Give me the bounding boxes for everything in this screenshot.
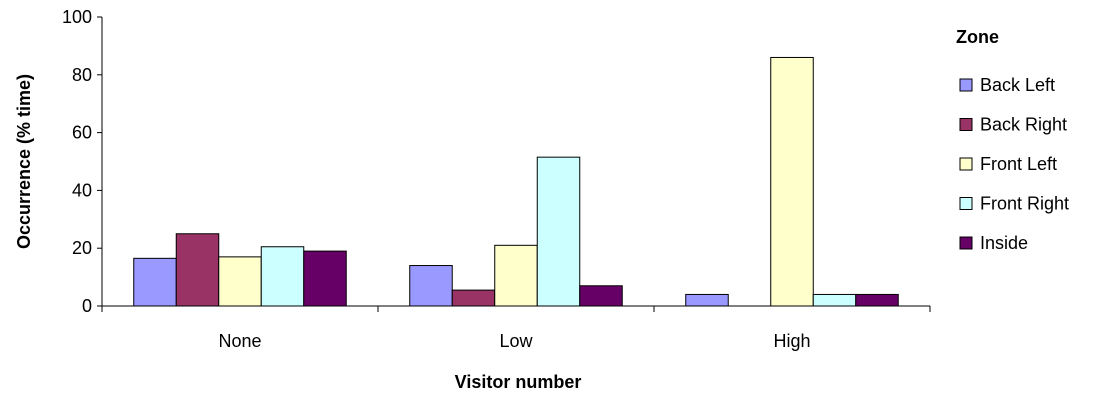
legend-swatch — [959, 236, 973, 250]
bar-inside-high — [855, 293, 899, 307]
legend-label: Front Right — [980, 194, 1069, 214]
x-category-label: High — [773, 331, 810, 351]
y-axis-ticks: 0 20 40 60 80 100 — [62, 7, 102, 316]
x-axis-title: Visitor number — [455, 372, 582, 392]
legend-label: Back Left — [980, 75, 1055, 95]
legend-swatch — [959, 197, 973, 210]
bar-back-left-none — [133, 257, 177, 307]
bar-back-left-low — [409, 265, 453, 307]
y-tick-label: 40 — [72, 180, 92, 200]
y-axis-title: Occurrence (% time) — [14, 74, 34, 249]
y-tick-label: 20 — [72, 238, 92, 258]
y-tick-label: 0 — [82, 296, 92, 316]
bar-front-right-high — [812, 293, 857, 307]
y-tick-label: 100 — [62, 7, 92, 27]
bar-back-left-high — [685, 293, 729, 307]
legend: Zone Back Left Back Right Front Left Front … — [956, 27, 1069, 253]
x-category-label: None — [218, 331, 261, 351]
bar-front-left-high — [770, 56, 814, 307]
y-tick-label: 60 — [72, 123, 92, 143]
legend-swatch — [959, 157, 973, 171]
legend-label: Back Right — [980, 115, 1067, 135]
legend-swatch — [959, 78, 973, 92]
legend-label: Front Left — [980, 154, 1057, 174]
x-category-label: Low — [499, 331, 533, 351]
bar-back-right-none — [175, 233, 220, 307]
y-tick-label: 80 — [72, 65, 92, 85]
legend-label: Inside — [980, 233, 1028, 253]
legend-swatch — [959, 118, 973, 131]
legend-title: Zone — [956, 27, 999, 47]
bar-back-right-low — [451, 289, 496, 307]
bar-inside-none — [303, 250, 347, 307]
bar-inside-low — [579, 285, 623, 307]
bar-front-right-none — [260, 246, 305, 307]
bars — [133, 56, 899, 307]
bar-front-left-none — [218, 256, 262, 307]
bar-front-right-low — [536, 156, 581, 307]
x-axis-ticks: None Low High — [101, 306, 931, 351]
bar-front-left-low — [494, 244, 538, 307]
